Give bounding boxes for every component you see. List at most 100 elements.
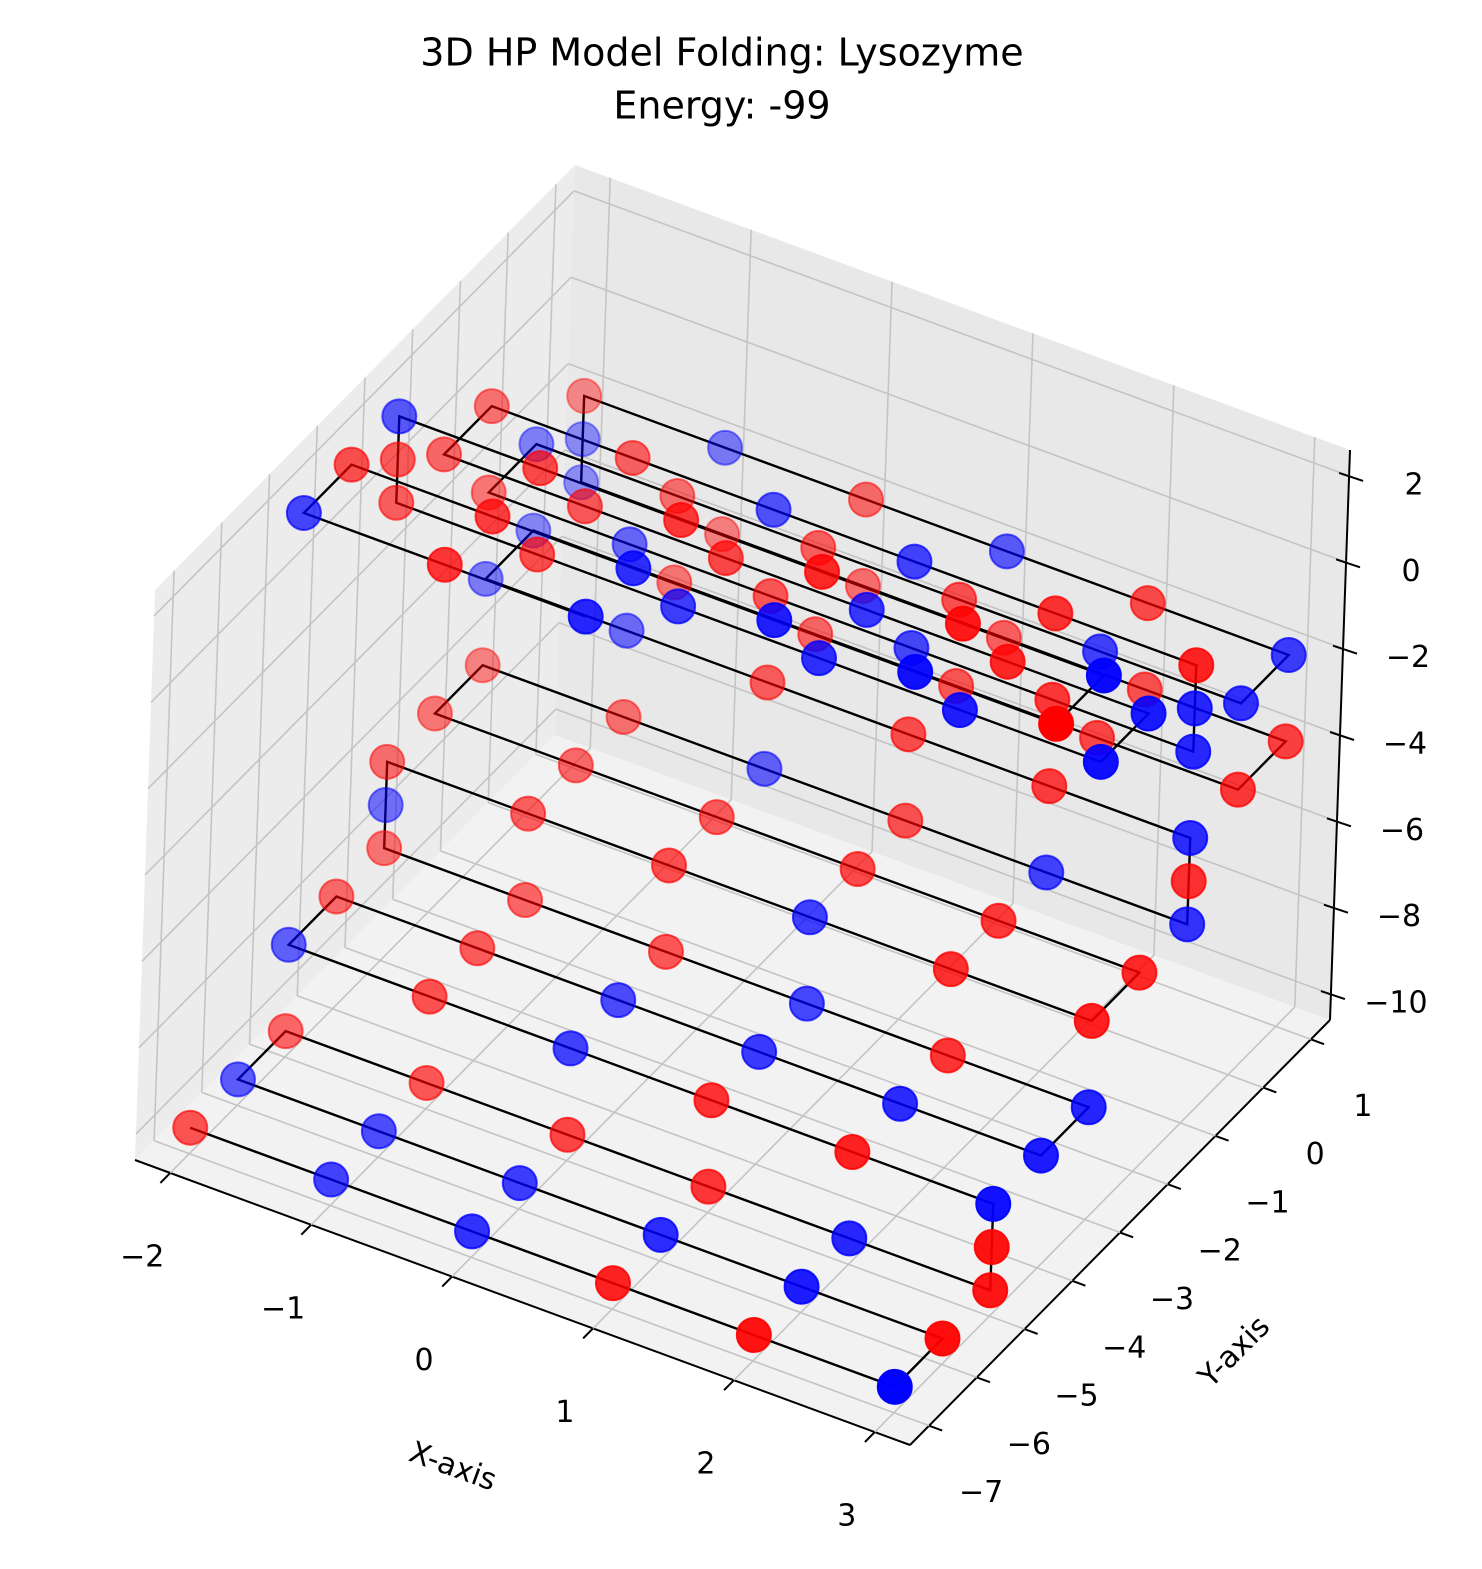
residue xyxy=(313,1161,350,1198)
chart-subtitle: Energy: -99 xyxy=(613,84,830,128)
z-tick xyxy=(1329,731,1355,741)
residue xyxy=(1222,685,1259,722)
residue xyxy=(519,536,556,573)
z-tick-label: −4 xyxy=(1383,727,1427,762)
residue xyxy=(1176,690,1213,727)
y-tick-label: −2 xyxy=(1198,1234,1242,1269)
residue xyxy=(989,643,1026,680)
residue xyxy=(552,1030,589,1067)
residue xyxy=(459,930,496,967)
residue xyxy=(929,1037,966,1074)
residue xyxy=(1082,743,1119,780)
residue xyxy=(366,830,403,867)
x-tick-label: 3 xyxy=(837,1499,856,1534)
residue xyxy=(988,533,1025,570)
y-tick xyxy=(1310,1038,1325,1046)
x-axis-line xyxy=(134,1159,911,1446)
residue xyxy=(608,612,645,649)
z-tick-label: 0 xyxy=(1402,554,1421,589)
residue xyxy=(318,878,355,915)
residue xyxy=(972,1272,1009,1309)
residue xyxy=(267,1013,304,1050)
residue xyxy=(285,494,322,531)
z-tick xyxy=(1323,903,1349,914)
residue xyxy=(1267,723,1304,760)
z-tick-label: −6 xyxy=(1380,813,1424,848)
grid-line xyxy=(570,276,1347,564)
grid-line xyxy=(138,622,560,1049)
x-tick-label: 2 xyxy=(696,1447,715,1482)
y-tick-label: 0 xyxy=(1306,1137,1325,1172)
grid-line xyxy=(487,801,1264,1089)
residue xyxy=(848,591,885,628)
residue xyxy=(897,653,934,690)
grid-line xyxy=(440,850,1216,1137)
residue xyxy=(735,1317,772,1353)
residue xyxy=(756,602,793,639)
residue xyxy=(804,553,841,590)
residue xyxy=(890,716,927,753)
residue xyxy=(549,1116,586,1153)
residue xyxy=(416,695,453,732)
residue xyxy=(755,491,792,528)
residue xyxy=(876,1368,913,1405)
residue xyxy=(594,1265,631,1302)
residue xyxy=(615,550,652,587)
residue xyxy=(801,640,838,677)
x-tick xyxy=(300,1224,312,1236)
residue xyxy=(408,1064,445,1101)
x-axis-label: X-axis xyxy=(405,1435,502,1499)
residue xyxy=(707,540,744,577)
y-tick-label: 1 xyxy=(1353,1089,1372,1124)
y-axis-label: Y-axis xyxy=(1191,1309,1277,1395)
residue xyxy=(614,439,651,476)
z-tick xyxy=(1320,990,1346,1001)
grid-line xyxy=(555,708,1332,995)
grid-line xyxy=(344,946,1121,1234)
x-tick xyxy=(864,1431,876,1443)
y-tick-label: −1 xyxy=(1245,1185,1289,1220)
grid-line xyxy=(573,190,1350,477)
residue xyxy=(501,1165,538,1202)
x-tick xyxy=(441,1275,453,1288)
x-tick xyxy=(582,1327,594,1340)
residue xyxy=(847,481,884,518)
residue xyxy=(1130,695,1167,732)
residue xyxy=(473,388,510,425)
residue xyxy=(1219,771,1256,808)
residue xyxy=(1031,768,1068,805)
y-tick-label: −5 xyxy=(1054,1379,1098,1414)
z-tick-label: −2 xyxy=(1386,640,1430,675)
residue xyxy=(944,605,981,642)
y-tick xyxy=(1024,1328,1039,1335)
residue xyxy=(741,1033,778,1070)
x-tick xyxy=(723,1379,735,1391)
residue xyxy=(557,747,594,784)
residue xyxy=(467,560,504,597)
residue xyxy=(600,982,637,1019)
residue xyxy=(1028,854,1065,891)
z-tick xyxy=(1326,817,1352,828)
residue xyxy=(1172,819,1209,856)
residue xyxy=(932,951,969,988)
grid-line xyxy=(535,753,1312,1041)
residue xyxy=(510,795,547,832)
z-tick-label: 2 xyxy=(1405,467,1424,502)
grid-line xyxy=(296,995,1073,1282)
residue xyxy=(1038,705,1075,742)
y-tick xyxy=(1119,1231,1134,1239)
grid-line xyxy=(567,362,1344,650)
z-tick xyxy=(1338,471,1364,482)
y-tick-label: −7 xyxy=(959,1475,1003,1510)
residue xyxy=(651,847,688,884)
residue xyxy=(1175,733,1212,770)
y-tick-label: −6 xyxy=(1007,1427,1051,1462)
grid-line xyxy=(392,898,1169,1185)
residue xyxy=(791,899,828,936)
residue xyxy=(564,421,601,458)
residue xyxy=(367,787,404,823)
chart-title: 3D HP Model Folding: Lysozyme xyxy=(420,31,1023,75)
residue xyxy=(270,926,307,963)
residue xyxy=(1170,863,1207,900)
